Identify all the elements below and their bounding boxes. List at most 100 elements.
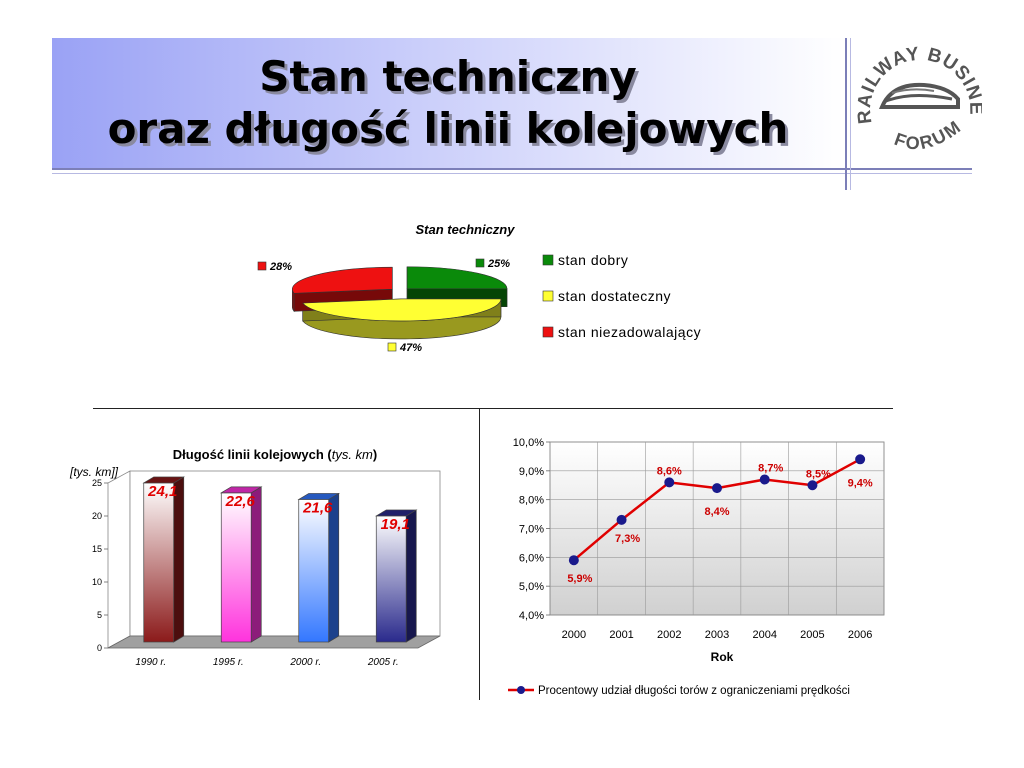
pie-label-text: 25%	[487, 258, 510, 270]
bar-y-tick-label: 0	[97, 643, 102, 653]
bar-y-tick-label: 10	[92, 577, 102, 587]
bar-side	[250, 486, 262, 643]
pie-legend-item: stan dobry	[542, 252, 628, 268]
line-y-tick-label: 10,0%	[513, 437, 544, 449]
line-series	[568, 454, 866, 566]
bar-y-tick-label: 5	[97, 610, 102, 620]
line-legend-text: Procentowy udział długości torów z ogran…	[538, 685, 850, 697]
pie-legend-item: stan niezadowalający	[542, 324, 701, 340]
line-data-labels: 5,9% 7,3% 8,6% 8,4% 8,7% 8,5% 9,4%	[567, 462, 873, 585]
bar-title: Długość linii kolejowych (tys. km)	[173, 447, 377, 462]
title-band	[52, 38, 844, 168]
pie-title: Stan techniczny	[416, 222, 516, 237]
section-divider	[93, 408, 893, 409]
bar-data-label: 24,1	[147, 483, 177, 500]
line-point	[568, 555, 579, 566]
line-data-label: 8,7%	[758, 462, 783, 474]
line-x-ticks: 2000 2001 2002 2003 2004 2005 2006	[562, 629, 873, 641]
bar-data-label: 22,6	[225, 493, 256, 510]
bar-front	[143, 482, 175, 643]
logo-text-top: RAILWAY BUSINESS	[852, 35, 982, 125]
bar-front	[220, 492, 252, 643]
pie-data-label: 25%	[475, 258, 510, 270]
line-point	[712, 483, 722, 494]
line-point	[807, 480, 818, 491]
pie-label-text: 28%	[269, 261, 292, 273]
title-rule-thin	[52, 173, 972, 174]
bar-data-label: 21,6	[302, 499, 333, 516]
line-data-label: 7,3%	[615, 533, 640, 545]
line-chart: 4,0%5,0%6,0%7,0%8,0%9,0%10,0% 2000 2001 20…	[508, 437, 885, 697]
logo-divider-thin	[850, 38, 851, 190]
pie-slice-0	[406, 266, 508, 290]
bar-y-tick-label: 25	[92, 478, 102, 488]
pie-label-swatch	[475, 258, 485, 268]
bar-front	[375, 515, 407, 643]
line-legend-marker	[517, 686, 525, 694]
bar-y-axis-label: [tys. km]]	[69, 465, 119, 479]
line-x-tick-label: 2003	[705, 629, 729, 641]
line-x-tick-label: 2004	[752, 629, 776, 641]
line-point	[855, 454, 866, 465]
bar-top	[374, 509, 418, 517]
bar-3: 19,1	[374, 509, 418, 643]
line-data-label: 5,9%	[567, 573, 592, 585]
line-y-tick-label: 4,0%	[519, 610, 544, 622]
bar-top	[142, 476, 186, 484]
bar-side	[173, 476, 185, 643]
line-point	[664, 477, 675, 488]
title-rule	[52, 168, 972, 170]
line-point	[616, 514, 627, 525]
pie-legend: stan dobry stan dostateczny stan niezadowa…	[542, 252, 701, 340]
line-grid	[549, 441, 885, 616]
pie-label-swatch	[387, 342, 397, 352]
line-y-tick-label: 6,0%	[519, 552, 544, 564]
pie-slice-1	[302, 298, 502, 322]
bar-0: 24,1	[142, 476, 186, 643]
logo-divider	[845, 38, 847, 190]
bar-side-wall	[107, 470, 131, 649]
pie-legend-text: stan dobry	[558, 252, 628, 268]
bar-2: 21,6	[297, 492, 341, 643]
line-y-tick-label: 8,0%	[519, 495, 544, 507]
pie-slice-2	[292, 266, 393, 294]
bar-category-label: 2000 r.	[289, 657, 321, 668]
pie-data-labels: 25% 47% 28%	[257, 258, 510, 354]
railway-business-forum-logo: RAILWAY BUSINESS FORUM	[852, 35, 982, 154]
line-x-tick-label: 2002	[657, 629, 681, 641]
line-y-tick-label: 9,0%	[519, 466, 544, 478]
pie-legend-text: stan niezadowalający	[558, 324, 701, 340]
bar-top	[297, 493, 341, 500]
line-x-tick-label: 2005	[800, 629, 824, 641]
line-legend: Procentowy udział długości torów z ogran…	[508, 685, 850, 697]
section-divider-vertical	[479, 408, 480, 700]
line-data-label: 8,6%	[657, 465, 682, 477]
line-data-label: 8,4%	[704, 506, 729, 518]
line-y-tick-label: 5,0%	[519, 581, 544, 593]
bar-1: 22,6	[219, 486, 263, 643]
bar-y-tick-label: 20	[92, 511, 102, 521]
pie-slices	[291, 266, 508, 340]
line-data-label: 9,4%	[848, 477, 873, 489]
line-x-tick-label: 2006	[848, 629, 872, 641]
line-x-tick-label: 2000	[562, 629, 586, 641]
bar-y-ticks: 0 5 10 15 20 25	[92, 478, 108, 653]
pie-label-text: 47%	[399, 342, 422, 354]
pie-legend-swatch	[542, 254, 554, 266]
page-title-line1: Stan techniczny	[259, 52, 637, 101]
bar-bars: 24,1 22,6 21,6 19,1	[142, 476, 418, 643]
pie-legend-text: stan dostateczny	[558, 288, 671, 304]
line-x-tick-label: 2001	[609, 629, 633, 641]
bar-category-label: 1990 r.	[135, 657, 166, 668]
bar-category-labels: 1990 r. 1995 r. 2000 r. 2005 r.	[135, 657, 398, 668]
logo-text-bottom: FORUM	[892, 116, 966, 154]
line-y-ticks: 4,0% 5,0% 6,0% 7,0% 8,0% 9,0% 10,0%	[513, 437, 550, 622]
bar-category-label: 1995 r.	[213, 657, 244, 668]
bar-y-tick-label: 15	[92, 544, 102, 554]
pie-chart: Stan techniczny 25%47%28% stan dobrystan…	[257, 222, 701, 354]
pie-legend-item: stan dostateczny	[542, 288, 671, 304]
line-x-axis-label: Rok	[711, 650, 734, 664]
line-point	[759, 474, 770, 485]
bar-category-label: 2005 r.	[367, 657, 399, 668]
bar-floor	[107, 635, 441, 649]
